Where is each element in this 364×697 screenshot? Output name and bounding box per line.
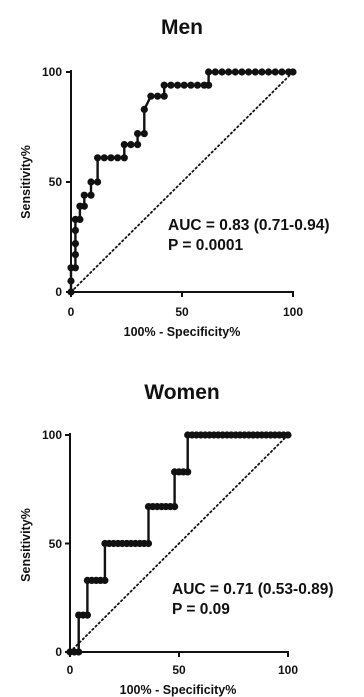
data-point-men bbox=[278, 68, 286, 76]
data-point-men bbox=[71, 251, 79, 259]
x-axis-label-women: 100% - Specificity% bbox=[120, 683, 237, 697]
y-axis-label-men: Sensitivity% bbox=[19, 145, 33, 219]
data-point-women bbox=[75, 648, 83, 656]
data-point-men bbox=[100, 154, 108, 162]
data-point-men bbox=[258, 68, 266, 76]
data-point-men bbox=[71, 226, 79, 234]
data-point-women bbox=[144, 539, 153, 548]
data-point-men bbox=[80, 191, 88, 199]
data-point-men bbox=[238, 68, 246, 76]
data-point-men bbox=[134, 130, 142, 138]
data-point-men bbox=[67, 277, 75, 285]
y-tick-label-men-100: 100 bbox=[42, 65, 62, 79]
y-tick-label-men-0: 0 bbox=[55, 285, 62, 299]
data-point-men bbox=[225, 68, 233, 76]
data-point-men bbox=[140, 130, 148, 138]
p-value-annotation-women: P = 0.09 bbox=[172, 601, 230, 618]
data-point-men bbox=[134, 141, 142, 149]
data-point-men bbox=[211, 68, 219, 76]
data-point-men bbox=[140, 105, 148, 113]
x-axis-label-men: 100% - Specificity% bbox=[124, 325, 241, 339]
y-tick-label-women-0: 0 bbox=[55, 645, 62, 659]
data-point-women bbox=[284, 431, 292, 439]
reference-line-women bbox=[69, 434, 289, 653]
data-point-men bbox=[187, 81, 195, 89]
panel-men: Men Sensitivity% 100% - Specificity% 0 5… bbox=[19, 16, 330, 339]
data-point-men bbox=[114, 154, 122, 162]
plot-area-men bbox=[66, 68, 297, 297]
x-tick-label-women-100: 100 bbox=[278, 663, 298, 677]
x-tick-label-men-50: 50 bbox=[175, 305, 189, 319]
y-tick-label-women-100: 100 bbox=[42, 428, 62, 442]
data-point-men bbox=[245, 68, 253, 76]
data-point-men bbox=[67, 288, 75, 296]
x-tick-label-women-50: 50 bbox=[172, 663, 186, 677]
data-point-women bbox=[101, 576, 109, 585]
reference-line-men bbox=[70, 71, 294, 293]
data-point-men bbox=[251, 68, 259, 76]
y-tick-label-women-50: 50 bbox=[49, 537, 63, 551]
data-point-men bbox=[120, 141, 128, 149]
data-point-men bbox=[174, 81, 182, 89]
data-point-men bbox=[218, 68, 226, 76]
data-point-men bbox=[80, 202, 88, 210]
data-point-men bbox=[205, 68, 213, 76]
data-point-men bbox=[94, 154, 102, 162]
data-point-men bbox=[265, 68, 273, 76]
y-axis-label-women: Sensitivity% bbox=[19, 508, 33, 582]
data-point-men bbox=[76, 215, 84, 223]
data-point-women bbox=[83, 611, 91, 619]
data-point-men bbox=[120, 154, 128, 162]
x-tick-label-men-100: 100 bbox=[283, 305, 303, 319]
p-value-annotation-men: P = 0.0001 bbox=[168, 237, 244, 254]
auc-annotation-men: AUC = 0.83 (0.71-0.94) bbox=[168, 217, 330, 234]
data-point-men bbox=[289, 68, 297, 76]
data-point-men bbox=[71, 264, 79, 272]
data-point-men bbox=[147, 92, 155, 100]
data-point-women bbox=[184, 468, 192, 476]
data-point-men bbox=[167, 81, 175, 89]
data-point-men bbox=[271, 68, 279, 76]
data-point-women bbox=[171, 503, 179, 511]
chart-title-women: Women bbox=[144, 381, 219, 404]
data-point-men bbox=[205, 81, 213, 89]
data-point-men bbox=[107, 154, 115, 162]
data-point-men bbox=[87, 191, 95, 199]
x-tick-label-women-0: 0 bbox=[67, 663, 74, 677]
x-tick-label-men-0: 0 bbox=[68, 305, 75, 319]
auc-annotation-women: AUC = 0.71 (0.53-0.89) bbox=[172, 581, 334, 598]
data-point-men bbox=[160, 81, 168, 89]
data-point-men bbox=[193, 81, 202, 89]
data-point-men bbox=[231, 68, 239, 76]
data-point-men bbox=[94, 178, 102, 186]
y-tick-label-men-50: 50 bbox=[49, 175, 63, 189]
data-point-men bbox=[127, 141, 135, 149]
data-point-men bbox=[180, 81, 188, 89]
panel-women: Women Sensitivity% 100% - Specificity% 0… bbox=[19, 381, 334, 697]
data-point-men bbox=[87, 178, 95, 186]
plot-area-women bbox=[65, 431, 292, 657]
chart-title-men: Men bbox=[161, 16, 203, 39]
data-point-men bbox=[154, 92, 162, 100]
data-point-men bbox=[160, 92, 168, 100]
data-point-men bbox=[71, 240, 79, 248]
